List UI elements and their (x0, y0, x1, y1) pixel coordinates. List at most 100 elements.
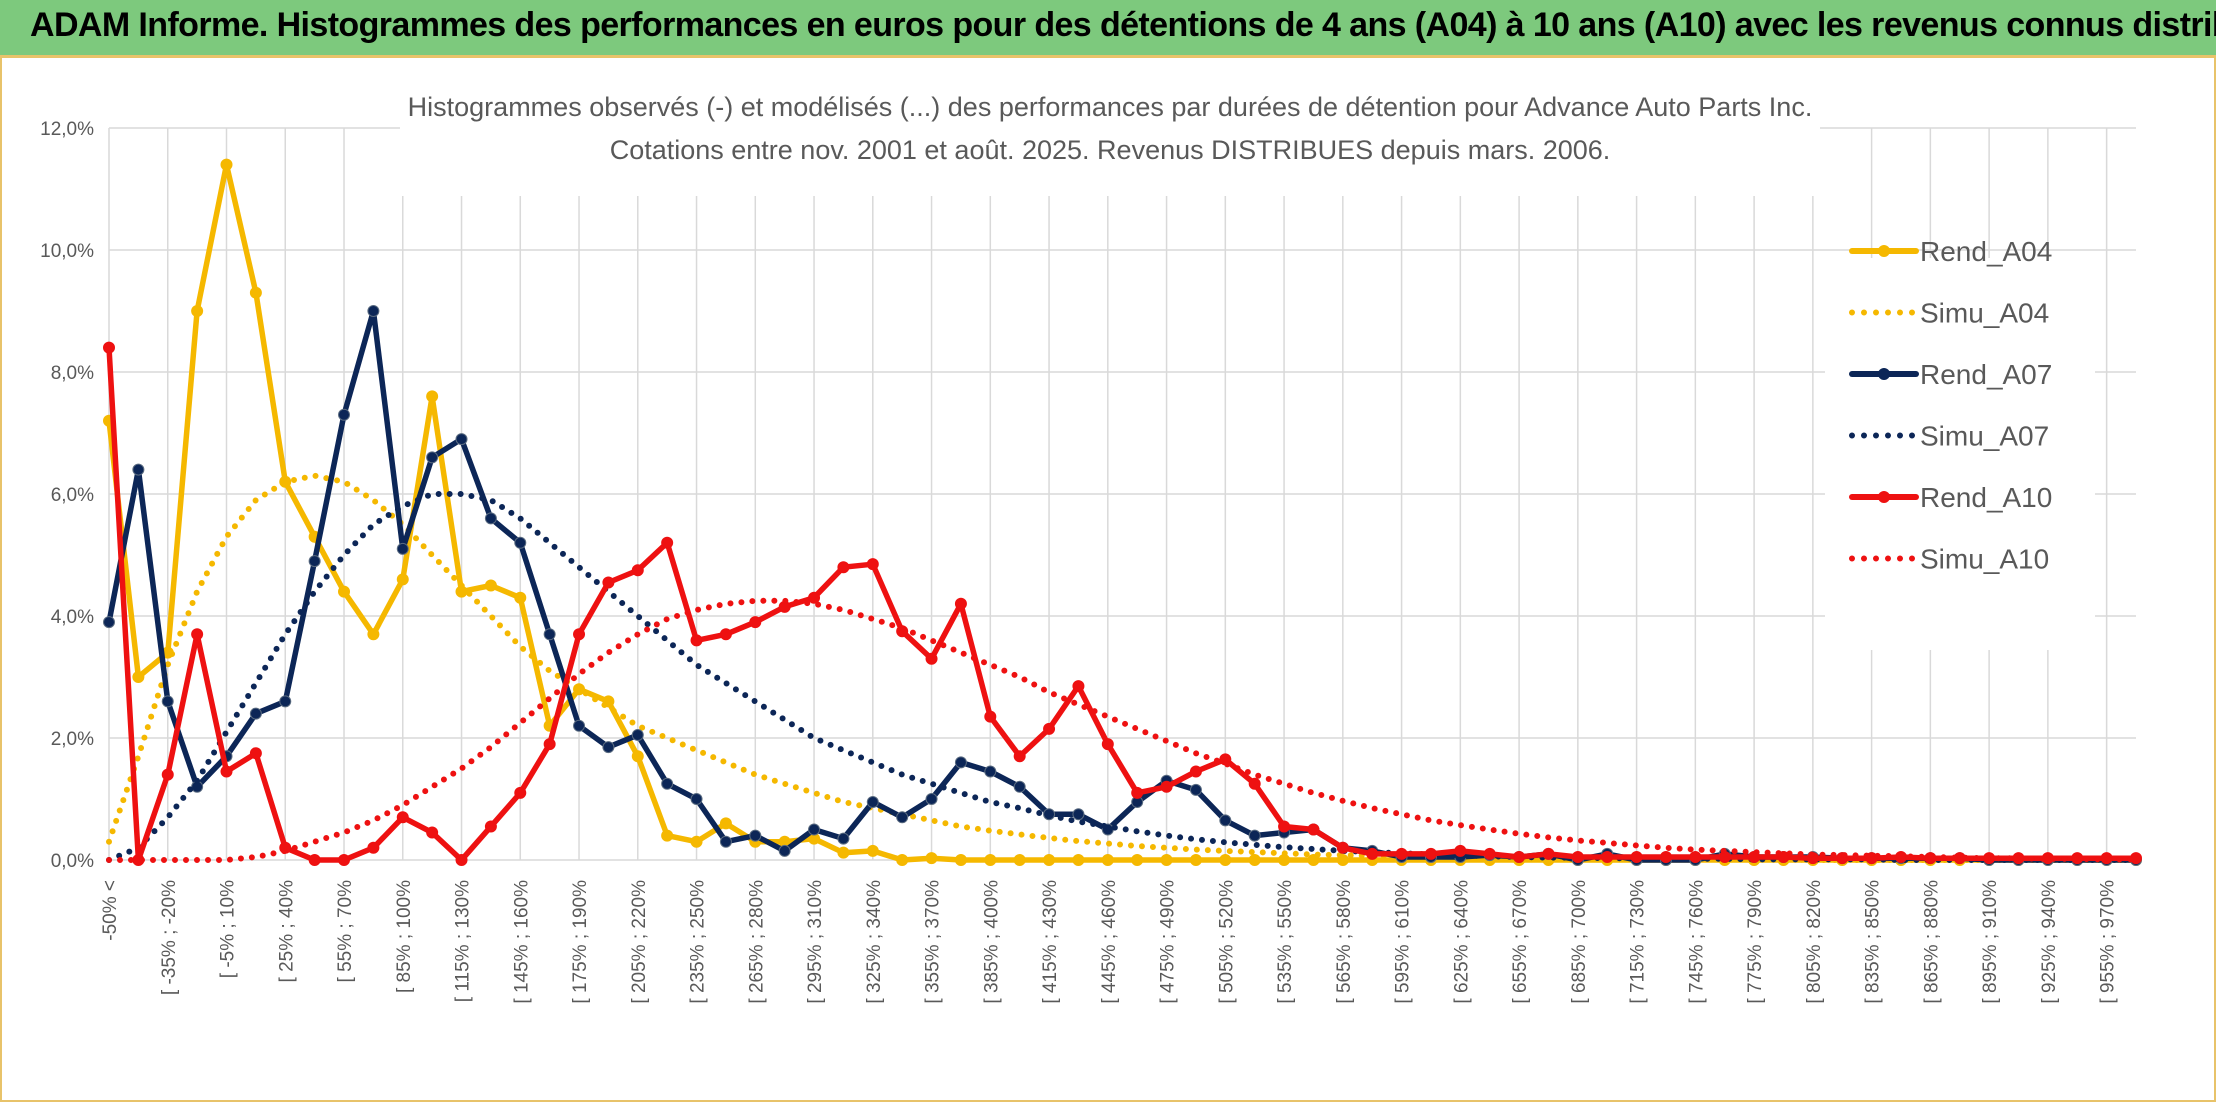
x-tick-label: [ 955% ; 970% (2098, 880, 2119, 1004)
data-point (455, 854, 468, 866)
data-point (749, 829, 762, 842)
chart-title-background (400, 78, 1820, 196)
data-point (866, 558, 879, 571)
data-point (1513, 850, 1526, 863)
x-tick-label: [ 325% ; 340% (864, 880, 885, 1004)
x-tick-label: [ 685% ; 700% (1569, 880, 1590, 1004)
x-tick-label: [ 535% ; 550% (1275, 880, 1296, 1004)
data-point (808, 823, 821, 836)
data-point (367, 305, 380, 317)
chart-title: Histogrammes observés (-) et modélisés (… (408, 92, 1813, 122)
data-point (719, 628, 732, 641)
data-point (1131, 854, 1144, 866)
data-point (514, 786, 527, 799)
x-tick-label: [ 625% ; 640% (1451, 880, 1472, 1004)
legend-label: Rend_A07 (1920, 359, 2052, 390)
report-header: ADAM Informe. Histogrammes des performan… (0, 0, 2216, 58)
data-point (426, 390, 439, 403)
series-line-simu-a10 (106, 597, 2139, 863)
y-tick-label: 2,0% (51, 729, 94, 750)
data-point (808, 591, 821, 604)
x-tick-label: [ 145% ; 160% (511, 880, 532, 1004)
data-point (1101, 738, 1114, 751)
legend-label: Simu_A07 (1920, 421, 2049, 452)
legend-marker (1878, 491, 1890, 503)
data-point (954, 756, 967, 769)
report-title: ADAM Informe. Histogrammes des performan… (30, 6, 2216, 44)
data-point (1013, 854, 1026, 866)
x-tick-label: [ 715% ; 730% (1628, 880, 1649, 1004)
grid-lines (108, 127, 2136, 861)
data-point (220, 158, 233, 171)
data-point (1072, 808, 1085, 821)
x-tick-label: [ 925% ; 940% (2039, 880, 2060, 1004)
data-point (573, 719, 586, 732)
data-point (1043, 854, 1056, 866)
data-point (954, 597, 967, 610)
data-point (1219, 854, 1232, 866)
data-point (367, 628, 380, 641)
x-tick-label: [ 385% ; 400% (981, 880, 1002, 1004)
x-tick-label: [ 265% ; 280% (746, 880, 767, 1004)
y-tick-label: 6,0% (51, 485, 94, 506)
legend-label: Rend_A10 (1920, 482, 2052, 513)
data-point (690, 793, 703, 805)
data-point (103, 341, 115, 354)
data-point (1366, 847, 1379, 860)
data-point (161, 768, 174, 781)
performance-histogram-chart: Histogrammes observés (-) et modélisés (… (40, 78, 2142, 1004)
data-point (1131, 786, 1144, 799)
x-tick-label: [ 355% ; 370% (923, 880, 944, 1004)
data-point (749, 616, 762, 629)
data-point (1189, 765, 1202, 778)
y-axis-ticks: 0,0% 2,0% 4,0% 6,0% 8,0% 10,0% 12,0% (40, 119, 94, 872)
data-point (1542, 847, 1555, 860)
data-point (690, 835, 703, 848)
data-point (661, 777, 674, 790)
data-point (514, 591, 527, 604)
x-tick-label: [ 235% ; 250% (688, 880, 709, 1004)
data-point (455, 433, 468, 446)
data-point (1189, 783, 1202, 796)
data-point (426, 451, 439, 464)
data-point (396, 811, 409, 824)
data-point (1659, 850, 1672, 863)
data-point (984, 765, 997, 778)
data-point (1013, 750, 1026, 763)
data-point (249, 286, 262, 299)
data-point (661, 829, 674, 842)
x-tick-label: [ 895% ; 910% (1980, 880, 2001, 1004)
data-point (484, 579, 497, 592)
x-tick-label: [ 775% ; 790% (1745, 880, 1766, 1004)
legend: Rend_A04 Simu_A04 Rend_A07 Simu_A07 Rend_A10… (1849, 236, 2052, 575)
y-tick-label: 10,0% (40, 241, 94, 262)
series-line-simu-a04 (106, 472, 2139, 863)
data-point (984, 710, 997, 723)
x-tick-label: [ 835% ; 850% (1863, 880, 1884, 1004)
data-point (925, 793, 938, 805)
data-point (661, 536, 674, 549)
y-tick-label: 12,0% (40, 119, 94, 140)
data-point (484, 820, 497, 833)
data-point (1395, 847, 1408, 860)
data-point (1219, 814, 1232, 827)
x-axis-ticks: -50% < [ -35% ; -20% [ -5% ; 10% [ 25% ; 40… (100, 880, 2119, 1004)
data-point (954, 854, 967, 866)
data-point (631, 728, 644, 741)
data-point (1013, 780, 1026, 793)
data-point (514, 536, 527, 549)
data-point (367, 841, 380, 854)
series-line-rend-a10 (106, 344, 2139, 863)
data-point (308, 555, 321, 568)
data-point (1601, 850, 1614, 863)
data-point (1248, 829, 1261, 842)
legend-marker (1878, 245, 1890, 257)
data-point (543, 738, 556, 751)
data-point (1630, 850, 1643, 863)
data-point (631, 750, 644, 763)
data-point (719, 835, 732, 848)
x-tick-label: [ 25% ; 40% (276, 880, 297, 983)
data-point (543, 628, 556, 641)
data-point (1248, 854, 1261, 866)
